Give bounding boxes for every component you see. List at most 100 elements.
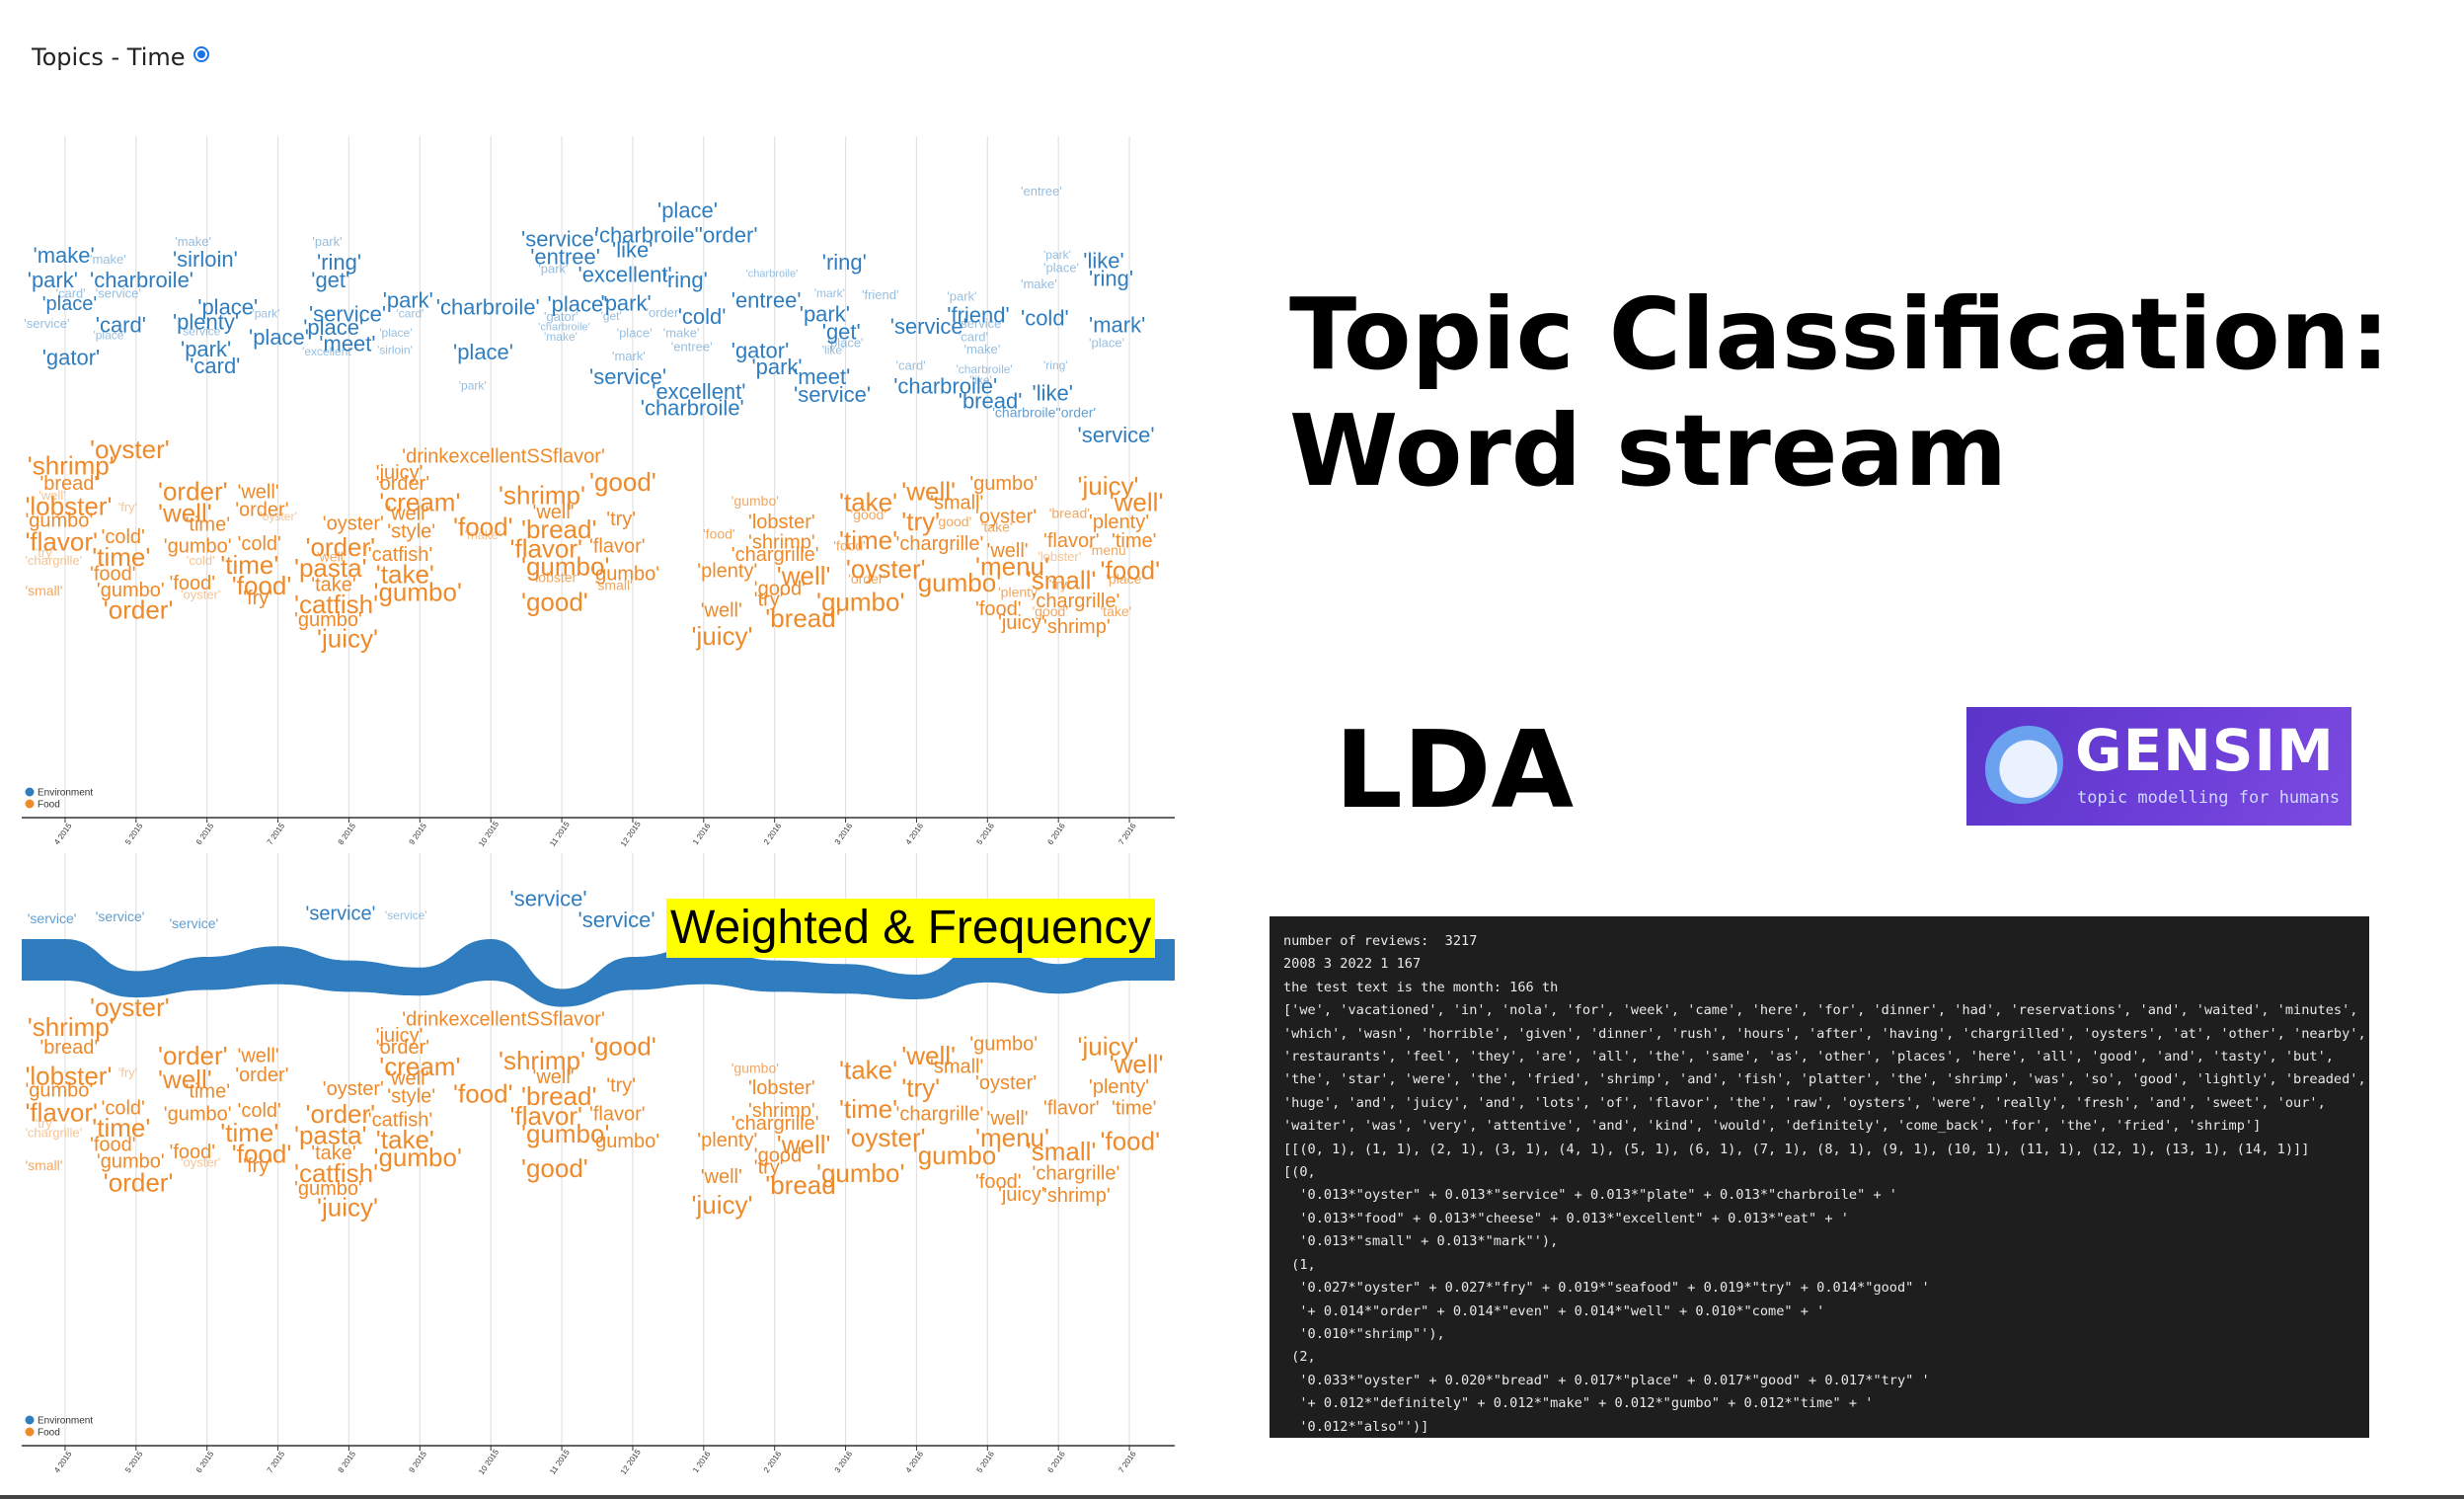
x-tick-label: 5 2016 <box>975 1450 997 1475</box>
stream-word: 'order' <box>306 1099 376 1129</box>
stream-word: 'gumbo' <box>732 493 779 509</box>
stream-word: 'well' <box>987 540 1029 562</box>
stream-word: 'food' <box>703 525 735 541</box>
stream-word: 'fry' <box>118 500 137 514</box>
console-line: 2008 3 2022 1 167 <box>1283 956 1422 973</box>
x-tick-label: 8 2015 <box>337 822 358 847</box>
stream-word: 'order' <box>306 532 376 562</box>
stream-word: 'excellent' <box>302 345 353 358</box>
stream-word: 'excellent' <box>578 262 672 286</box>
environment-stream-band <box>22 939 1175 1007</box>
stream-word: 'service' <box>28 910 77 926</box>
console-line: [[(0, 1), (1, 1), (2, 1), (3, 1), (4, 1)… <box>1283 1141 2310 1157</box>
stream-word: 'get' <box>601 309 622 323</box>
stream-word: 'mark' <box>814 286 845 300</box>
stream-word: 'gumbo' <box>969 1034 1038 1056</box>
stream-word: 'like' <box>1033 380 1073 405</box>
stream-word: 'service' <box>170 915 219 931</box>
stream-word: 'gumbo' <box>97 1150 165 1172</box>
stream-word: 'oyster' <box>323 1078 384 1100</box>
stream-word: 'time' <box>839 1094 897 1124</box>
stream-word: 'flavor' <box>589 1103 646 1125</box>
x-tick-label: 4 2015 <box>52 1450 74 1475</box>
stream-word: 'bread' <box>765 603 840 633</box>
stream-word: 'well' <box>317 549 346 565</box>
stream-word: 'order' <box>848 571 886 587</box>
slide-title-line1: Topic Classification: <box>1289 276 2390 392</box>
console-line: number of reviews: 3217 <box>1283 933 1478 949</box>
stream-word: 'plenty' <box>697 1130 757 1151</box>
stream-word: 'service' <box>306 904 376 925</box>
stream-word: 'try' <box>901 1072 940 1102</box>
stream-word: 'cream' <box>379 488 460 517</box>
stream-word: 'juicy' <box>376 462 424 484</box>
x-tick-label: 12 2015 <box>619 1448 643 1476</box>
stream-word: 'gumbo' <box>969 473 1038 495</box>
stream-word: 'oyster' <box>90 434 170 464</box>
stream-word: 'plenty' <box>697 561 757 583</box>
stream-word: 'make' <box>175 234 211 249</box>
stream-word: 'fry' <box>118 1065 137 1079</box>
stream-word: 'time' <box>839 525 897 555</box>
stream-word: 'try' <box>754 1156 784 1178</box>
stream-word: 'lobster' <box>1038 549 1081 564</box>
stream-word: 'catfish' <box>294 1158 378 1188</box>
weighted-frequency-label: Weighted & Frequency <box>666 899 1156 958</box>
stream-word: 'bread' <box>765 1170 840 1200</box>
stream-word: 'order' <box>235 1065 288 1086</box>
stream-word: 'chargrille' <box>896 1103 984 1125</box>
stream-word: 'card' <box>56 286 86 301</box>
stream-word: 'order' <box>104 1167 174 1197</box>
topics-time-radio[interactable] <box>192 46 209 62</box>
legend-label: Food <box>38 1428 60 1439</box>
stream-word: 'drinkexcellentSSflavor' <box>402 1008 605 1030</box>
stream-word: 'sirloin' <box>377 344 413 357</box>
stream-word: 'friend' <box>947 303 1009 328</box>
x-tick-label: 9 2015 <box>408 822 429 847</box>
stream-word: 'small' <box>25 583 62 598</box>
stream-word: 'gumbo' <box>374 1143 462 1172</box>
stream-word: 'well' <box>238 482 279 504</box>
stream-word: 'make' <box>964 342 1001 356</box>
stream-word: 'charbroile' <box>436 294 540 319</box>
stream-word: 'park' <box>459 379 487 393</box>
stream-word: 'gumbo' <box>591 1131 659 1152</box>
stream-word: 'lobster' <box>25 492 112 521</box>
stream-word: 'park' <box>28 268 78 292</box>
stream-word: 'make' <box>1021 276 1057 291</box>
stream-word: 'gumbo' <box>164 1103 232 1125</box>
bottom-divider <box>0 1495 2464 1499</box>
stream-word: 'cold' <box>187 553 215 568</box>
stream-word: 'shrimp' <box>748 532 815 554</box>
stream-word: 'menu' <box>975 1123 1049 1152</box>
console-line: 'the', 'star', 'were', 'the', 'fried', '… <box>1283 1071 2366 1088</box>
stream-word: 'make' <box>663 326 700 341</box>
x-tick-label: 6 2015 <box>194 822 216 847</box>
stream-word: 'like' <box>1083 249 1123 274</box>
stream-word: 'gumbo' <box>913 568 1001 597</box>
stream-word: 'food' <box>833 538 866 554</box>
stream-word: 'service' <box>794 382 871 407</box>
stream-word: 'friend' <box>862 287 898 302</box>
gensim-logo-name: GENSIM <box>2075 717 2335 784</box>
stream-word: 'ring' <box>822 250 867 275</box>
stream-word: 'take' <box>311 1143 355 1164</box>
stream-word: 'food' <box>975 1171 1022 1193</box>
stream-word: 'plenty' <box>998 585 1040 600</box>
stream-word: 'card' <box>96 312 146 337</box>
stream-word: 'well' <box>158 499 212 528</box>
stream-word: 'time' <box>220 1118 278 1147</box>
console-line: 'restaurants', 'feel', 'they', 'are', 'a… <box>1283 1049 2334 1065</box>
stream-word: 'oyster' <box>846 1123 926 1152</box>
stream-word: 'pasta' <box>294 1120 367 1149</box>
stream-word: 'service' <box>959 316 1004 331</box>
stream-word: 'get' <box>822 319 861 344</box>
stream-word: 'card' <box>397 306 424 320</box>
stream-word: 'service' <box>24 316 69 331</box>
stream-word: 'cold' <box>238 1100 281 1122</box>
x-tick-label: 10 2015 <box>477 1448 500 1476</box>
stream-word: 'gumbo' <box>732 1060 779 1075</box>
stream-word: 'try' <box>606 1075 636 1097</box>
stream-word: 'chargrille' <box>732 544 819 566</box>
wordstream-top: 4 2015 5 2015 6 2015 7 2015 8 2015 9 2015 10 2… <box>22 136 1182 857</box>
